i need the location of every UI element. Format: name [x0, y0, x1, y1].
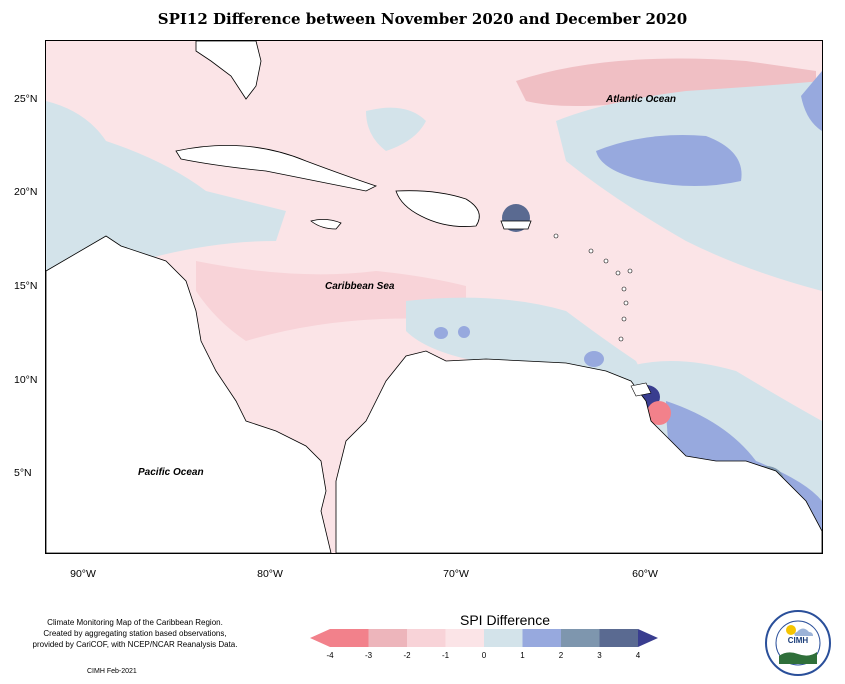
pacific-ocean-label: Pacific Ocean [138, 467, 204, 478]
legend-tick-label: 4 [635, 651, 641, 660]
legend-swatch [561, 629, 600, 647]
legend-swatch [484, 629, 523, 647]
lat-label-15n: 15°N [14, 280, 38, 292]
legend-tick-label: 2 [558, 651, 564, 660]
map-title: SPI12 Difference between November 2020 a… [157, 10, 688, 28]
legend-tick-label: -1 [441, 651, 450, 660]
map-panel [45, 40, 823, 554]
legend-swatch [522, 629, 561, 647]
legend-tick-label: -3 [364, 651, 373, 660]
legend-tick-label: 3 [597, 651, 602, 660]
legend-tick-label: 1 [520, 651, 525, 660]
legend-arrow-left [310, 629, 330, 647]
footnote: Climate Monitoring Map of the Caribbean … [30, 617, 240, 650]
caribbean-sea-label: Caribbean Sea [325, 281, 395, 292]
legend-colorbar [310, 629, 658, 647]
lat-label-5n: 5°N [14, 467, 32, 479]
legend-swatch [599, 629, 638, 647]
cimh-logo-emblem [775, 620, 821, 666]
footnote-line: Created by aggregating station based obs… [43, 629, 227, 638]
legend-title: SPI Difference [460, 612, 551, 628]
legend-tick-label: -2 [403, 651, 411, 660]
lon-label-80w: 80°W [257, 568, 283, 580]
legend-tick-label: -4 [326, 651, 334, 660]
credit-text: CIMH Feb-2021 [87, 668, 137, 675]
legend-swatch [368, 629, 407, 647]
legend-swatch [445, 629, 484, 647]
cimh-logo-text: CIMH [787, 636, 809, 645]
cimh-logo: CIMH [765, 610, 831, 676]
lon-label-60w: 60°W [632, 568, 658, 580]
lat-label-10n: 10°N [14, 374, 38, 386]
atlantic-ocean-label: Atlantic Ocean [606, 94, 677, 105]
lat-label-20n: 20°N [14, 186, 38, 198]
legend-tick-label: 0 [481, 651, 487, 660]
lat-label-25n: 25°N [14, 93, 38, 105]
legend-swatch [407, 629, 446, 647]
footnote-line: provided by CariCOF, with NCEP/NCAR Rean… [32, 640, 238, 649]
spi-difference-map [46, 41, 822, 553]
footnote-line: Climate Monitoring Map of the Caribbean … [47, 618, 223, 627]
lon-label-70w: 70°W [443, 568, 469, 580]
lon-label-90w: 90°W [70, 568, 96, 580]
legend-swatch [330, 629, 369, 647]
legend-arrow-right [638, 629, 658, 647]
